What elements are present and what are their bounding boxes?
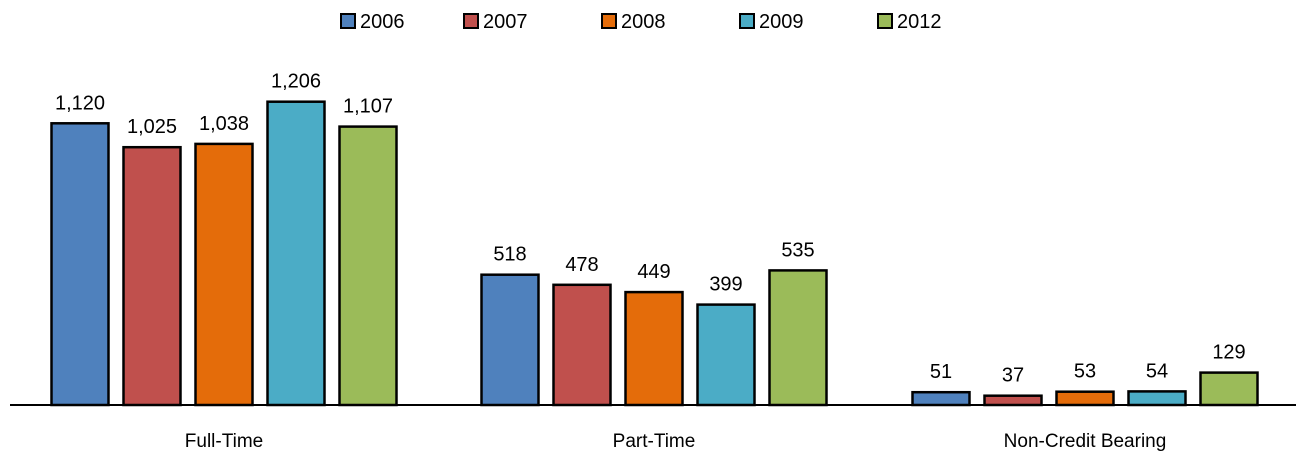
category-label-non-credit-bearing: Non-Credit Bearing — [1004, 431, 1167, 452]
bar-part-time-2007 — [552, 283, 612, 407]
bar-part-time-2009 — [696, 303, 756, 407]
bar-full-time-2006 — [50, 122, 110, 407]
legend-label-2006: 2006 — [360, 11, 405, 33]
legend: 2006 2007 2008 2009 2012 — [340, 11, 942, 33]
bar-full-time-2009 — [266, 100, 326, 407]
value-label-non-credit-bearing-2007: 37 — [1002, 365, 1024, 387]
legend-label-2009: 2009 — [759, 11, 804, 33]
legend-label-2012: 2012 — [897, 11, 942, 33]
value-label-non-credit-bearing-2006: 51 — [930, 361, 952, 383]
value-label-full-time-2009: 1,206 — [271, 71, 321, 93]
bar-full-time-2007 — [122, 145, 182, 407]
category-labels-group: Full-Time Part-Time Non-Credit Bearing — [185, 431, 1167, 452]
value-label-part-time-2006: 518 — [493, 244, 526, 266]
legend-swatch-2008 — [601, 13, 617, 29]
value-label-full-time-2007: 1,025 — [127, 116, 177, 138]
legend-swatch-2009 — [739, 13, 755, 29]
bar-non-credit-bearing-2006 — [911, 390, 971, 407]
value-label-part-time-2012: 535 — [781, 239, 814, 261]
legend-label-2007: 2007 — [483, 11, 528, 33]
value-label-non-credit-bearing-2012: 129 — [1212, 342, 1245, 364]
category-label-part-time: Part-Time — [613, 431, 696, 452]
bar-part-time-2008 — [624, 290, 684, 407]
value-label-part-time-2009: 399 — [709, 274, 742, 296]
value-label-part-time-2007: 478 — [565, 254, 598, 276]
bar-full-time-2008 — [194, 142, 254, 407]
value-label-full-time-2006: 1,120 — [55, 92, 105, 114]
bar-non-credit-bearing-2009 — [1127, 390, 1187, 407]
value-label-part-time-2008: 449 — [637, 261, 670, 283]
legend-swatch-2007 — [463, 13, 479, 29]
bar-part-time-2012 — [768, 269, 828, 407]
bar-non-credit-bearing-2012 — [1199, 371, 1259, 407]
bars-group — [50, 100, 1259, 407]
value-label-non-credit-bearing-2009: 54 — [1146, 360, 1168, 382]
value-label-full-time-2008: 1,038 — [199, 113, 249, 135]
value-label-non-credit-bearing-2008: 53 — [1074, 361, 1096, 383]
value-label-full-time-2012: 1,107 — [343, 96, 393, 118]
bar-non-credit-bearing-2008 — [1055, 390, 1115, 407]
legend-swatch-2012 — [877, 13, 893, 29]
bar-non-credit-bearing-2007 — [983, 394, 1043, 407]
legend-label-2008: 2008 — [621, 11, 666, 33]
legend-swatch-2006 — [340, 13, 356, 29]
category-label-full-time: Full-Time — [185, 431, 263, 452]
bar-full-time-2012 — [338, 125, 398, 407]
bar-part-time-2006 — [480, 273, 540, 407]
